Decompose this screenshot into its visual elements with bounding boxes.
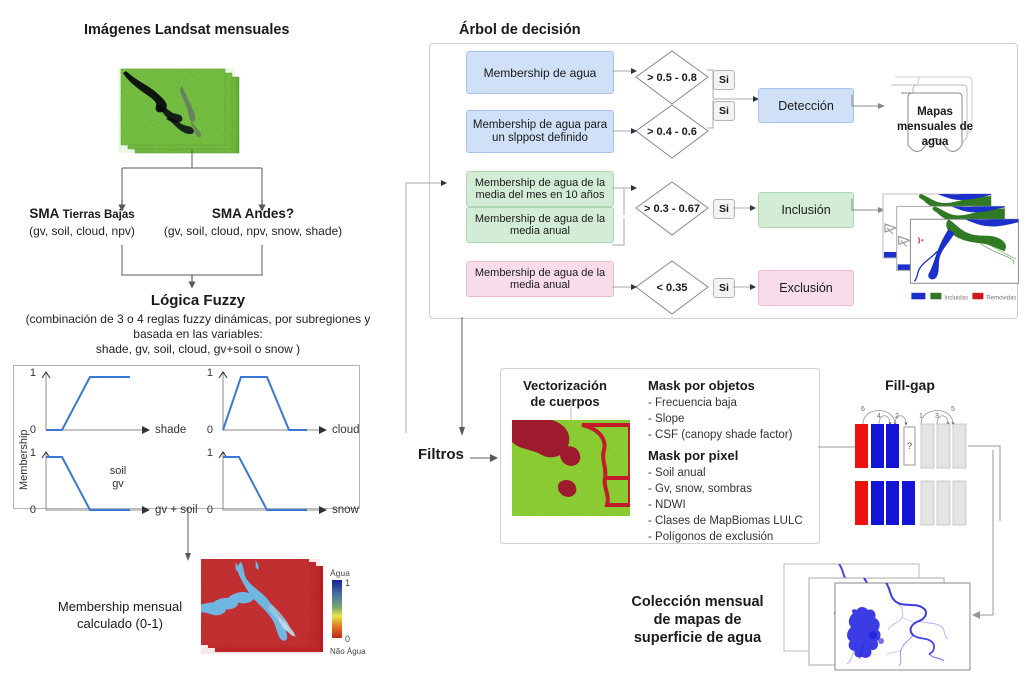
svg-text:> 0.3 - 0.67: > 0.3 - 0.67 bbox=[644, 203, 700, 215]
svg-text:0: 0 bbox=[30, 424, 36, 436]
svg-text:Incluidas: Incluidas bbox=[944, 295, 968, 301]
svg-text:shade: shade bbox=[155, 424, 186, 436]
svg-text:Removidas: Removidas bbox=[986, 295, 1016, 301]
svg-text:soil: soil bbox=[110, 465, 127, 477]
svg-text:snow: snow bbox=[332, 504, 360, 516]
svg-text:mensuales de: mensuales de bbox=[897, 121, 973, 133]
svg-text:gv: gv bbox=[112, 478, 124, 490]
svg-text:> 0.5 - 0.8: > 0.5 - 0.8 bbox=[647, 72, 697, 84]
svg-text:< 0.35: < 0.35 bbox=[657, 282, 688, 294]
svg-text:1: 1 bbox=[919, 413, 923, 420]
svg-text:1: 1 bbox=[30, 367, 36, 379]
svg-text:> 0.4 - 0.6: > 0.4 - 0.6 bbox=[647, 126, 697, 138]
svg-text:Não Água: Não Água bbox=[330, 647, 366, 656]
svg-text:3: 3 bbox=[935, 413, 939, 420]
svg-text:?: ? bbox=[907, 441, 912, 451]
svg-text:1: 1 bbox=[207, 367, 213, 379]
svg-text:2: 2 bbox=[895, 413, 899, 420]
svg-text:6: 6 bbox=[861, 406, 865, 413]
svg-text:1: 1 bbox=[345, 578, 350, 588]
svg-text:0: 0 bbox=[207, 424, 213, 436]
svg-text:cloud: cloud bbox=[332, 424, 360, 436]
svg-text:Mapas: Mapas bbox=[917, 106, 953, 118]
svg-text:agua: agua bbox=[922, 136, 949, 148]
svg-text:1: 1 bbox=[207, 447, 213, 459]
svg-text:Água: Água bbox=[330, 568, 350, 578]
svg-text:1: 1 bbox=[30, 447, 36, 459]
svg-text:0: 0 bbox=[345, 634, 350, 644]
svg-text:4: 4 bbox=[877, 413, 881, 420]
svg-text:0: 0 bbox=[30, 504, 36, 516]
svg-text:5: 5 bbox=[951, 406, 955, 413]
svg-text:0: 0 bbox=[207, 504, 213, 516]
